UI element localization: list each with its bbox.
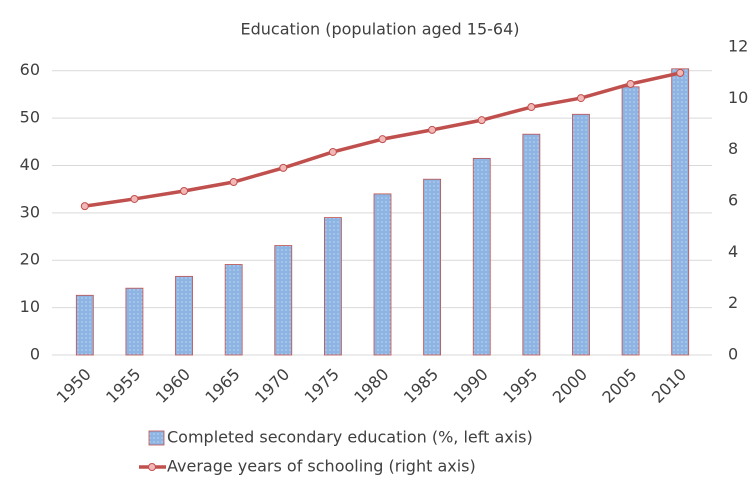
y2-tick-label: 2 <box>728 293 738 312</box>
x-tick-label: 1985 <box>400 365 442 407</box>
bar <box>472 157 491 356</box>
y-tick-label: 60 <box>20 60 40 79</box>
legend-label: Completed secondary education (%, left a… <box>167 428 533 447</box>
bar <box>323 217 342 356</box>
y-tick-label: 0 <box>30 345 40 364</box>
x-tick-label: 1960 <box>152 365 194 407</box>
bar <box>671 68 690 356</box>
x-tick-label: 2010 <box>648 365 690 407</box>
x-tick-label: 1995 <box>499 365 541 407</box>
marker <box>477 116 486 125</box>
bar <box>125 287 144 356</box>
y-tick-label: 10 <box>20 297 40 316</box>
bar <box>274 245 293 356</box>
x-tick-label: 1980 <box>350 365 392 407</box>
marker <box>676 68 685 77</box>
bar <box>75 294 94 356</box>
legend-label: Average years of schooling (right axis) <box>167 457 476 476</box>
bar <box>373 193 392 356</box>
y2-tick-label: 6 <box>728 191 738 210</box>
x-tick-label: 2005 <box>598 365 640 407</box>
bar <box>572 113 590 356</box>
marker <box>180 186 189 195</box>
x-tick-label: 1990 <box>450 365 492 407</box>
y2-tick-label: 12 <box>728 37 748 56</box>
bar <box>522 133 541 356</box>
marker <box>626 79 635 88</box>
marker <box>229 178 238 187</box>
marker <box>428 125 437 134</box>
x-tick-label: 1950 <box>53 365 95 407</box>
marker <box>130 194 139 203</box>
marker <box>279 163 288 172</box>
bar <box>224 264 243 356</box>
marker <box>527 103 536 112</box>
y-tick-label: 20 <box>20 250 40 269</box>
y2-tick-label: 4 <box>728 242 738 261</box>
bar <box>175 275 193 356</box>
x-tick-label: 2000 <box>549 365 591 407</box>
y2-tick-label: 8 <box>728 139 738 158</box>
y2-tick-label: 0 <box>728 345 738 364</box>
bar <box>423 178 442 356</box>
x-tick-label: 1970 <box>251 365 293 407</box>
marker <box>576 94 585 103</box>
y-tick-label: 40 <box>20 155 40 174</box>
marker <box>328 147 337 156</box>
y-tick-label: 30 <box>20 202 40 221</box>
marker <box>80 202 89 211</box>
y2-tick-label: 10 <box>728 88 748 107</box>
marker <box>378 135 387 144</box>
legend-marker <box>148 463 156 471</box>
y-tick-label: 50 <box>20 108 40 127</box>
chart-title: Education (population aged 15-64) <box>241 20 520 39</box>
legend-swatch <box>148 430 165 446</box>
x-tick-label: 1965 <box>201 365 243 407</box>
bar <box>621 86 640 356</box>
x-tick-label: 1955 <box>102 365 144 407</box>
x-tick-label: 1975 <box>301 365 343 407</box>
